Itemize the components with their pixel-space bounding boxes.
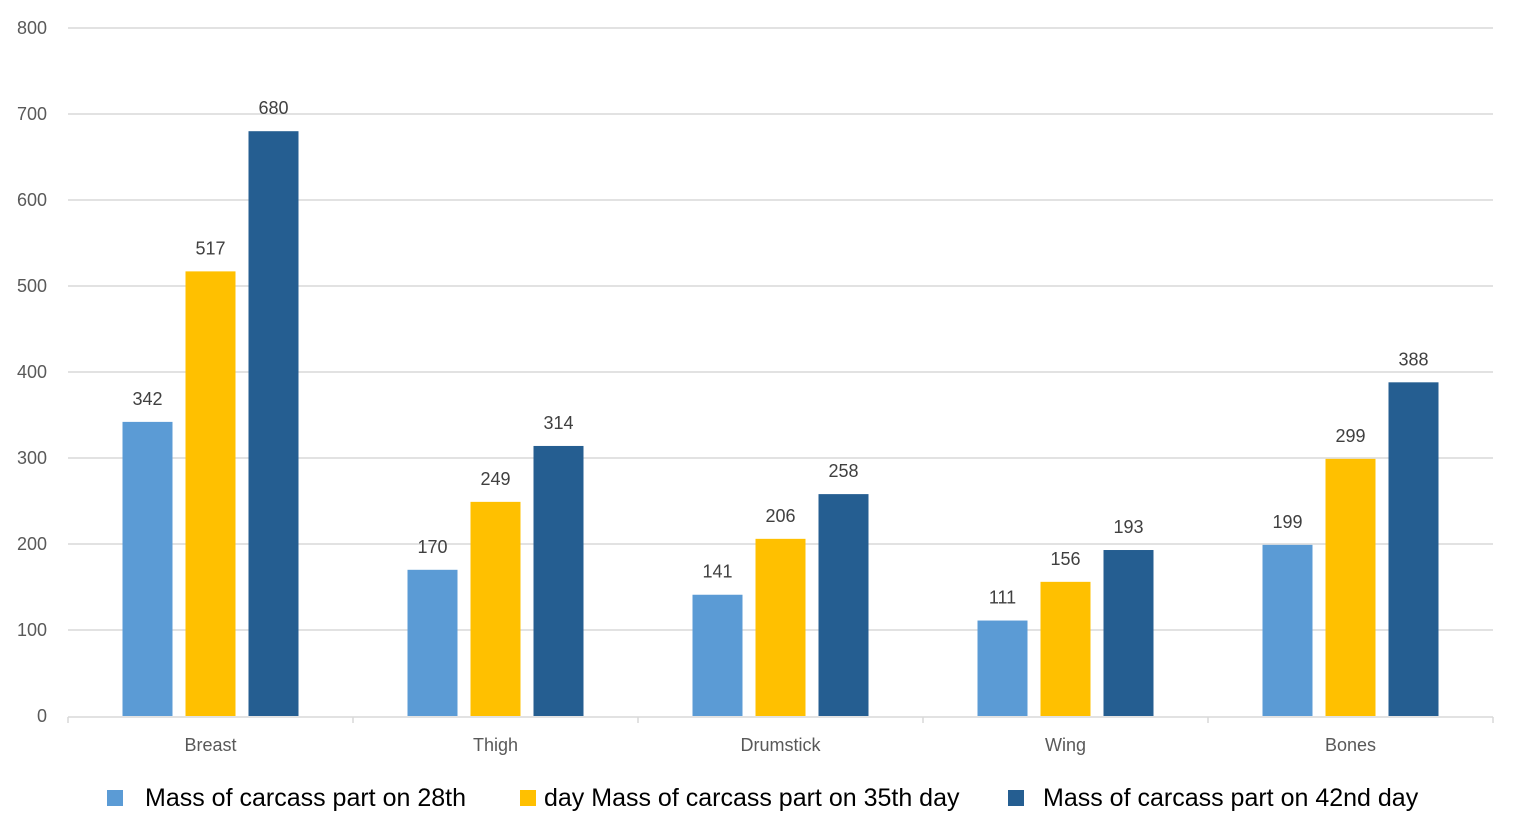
- gridlines: [68, 27, 1493, 631]
- y-tick-label: 0: [37, 706, 47, 726]
- data-label: 258: [828, 461, 858, 481]
- data-label: 141: [702, 562, 732, 582]
- legend-label-35th: day Mass of carcass part on 35th day: [544, 783, 960, 812]
- data-label: 388: [1398, 349, 1428, 369]
- bar-breast-series-3: [248, 131, 299, 716]
- x-axis: [67, 716, 1494, 723]
- category-labels: Breast Thigh Drumstick Wing Bones: [184, 735, 1376, 755]
- y-tick-label: 100: [17, 620, 47, 640]
- y-tick-label: 400: [17, 362, 47, 382]
- legend-label-28th: Mass of carcass part on 28th: [145, 783, 466, 812]
- bar-drumstick-series-3: [818, 494, 869, 716]
- legend-swatch-42nd: [1008, 790, 1024, 806]
- data-label: 249: [480, 469, 510, 489]
- y-tick-label: 800: [17, 18, 47, 38]
- bar-bones-series-1: [1262, 544, 1313, 716]
- bar-wing-series-3: [1103, 550, 1154, 716]
- data-label: 299: [1335, 426, 1365, 446]
- legend-item-28th: Mass of carcass part on 28th: [107, 778, 466, 818]
- legend: Mass of carcass part on 28th day Mass of…: [0, 778, 1522, 818]
- y-axis-ticks: 0 100 200 300 400 500 600 700 800: [17, 18, 47, 726]
- category-label-breast: Breast: [184, 735, 236, 755]
- data-label: 342: [132, 389, 162, 409]
- y-tick-label: 700: [17, 104, 47, 124]
- bar-wing-series-2: [1040, 581, 1091, 716]
- bar-bones-series-2: [1325, 458, 1376, 716]
- bar-bones-series-3: [1388, 382, 1439, 716]
- bar-thigh-series-3: [533, 445, 584, 716]
- bar-thigh-series-1: [407, 569, 458, 716]
- y-tick-label: 500: [17, 276, 47, 296]
- legend-swatch-28th: [107, 790, 123, 806]
- bars: [122, 131, 1439, 716]
- data-label: 314: [543, 413, 573, 433]
- y-tick-label: 200: [17, 534, 47, 554]
- bar-wing-series-1: [977, 620, 1028, 716]
- legend-item-35th: day Mass of carcass part on 35th day: [520, 778, 960, 818]
- category-label-wing: Wing: [1045, 735, 1086, 755]
- data-label: 111: [989, 588, 1016, 608]
- bar-drumstick-series-1: [692, 594, 743, 716]
- legend-item-42nd: Mass of carcass part on 42nd day: [1008, 778, 1418, 818]
- bar-drumstick-series-2: [755, 538, 806, 716]
- legend-label-42nd: Mass of carcass part on 42nd day: [1043, 783, 1419, 812]
- data-label: 199: [1272, 512, 1302, 532]
- data-label: 680: [258, 98, 288, 118]
- bar-breast-series-2: [185, 271, 236, 716]
- data-label: 206: [765, 506, 795, 526]
- category-label-bones: Bones: [1325, 735, 1376, 755]
- legend-swatch-35th: [520, 790, 536, 806]
- data-label: 170: [417, 537, 447, 557]
- category-label-thigh: Thigh: [473, 735, 518, 755]
- y-tick-label: 600: [17, 190, 47, 210]
- data-label: 156: [1050, 549, 1080, 569]
- category-label-drumstick: Drumstick: [741, 735, 822, 755]
- data-label: 193: [1113, 517, 1143, 537]
- bar-thigh-series-2: [470, 501, 521, 716]
- data-label: 517: [195, 238, 225, 258]
- data-labels: 342 517 680 170 249 314 141 206 258 111 156 193 199 2…: [132, 98, 1428, 607]
- y-tick-label: 300: [17, 448, 47, 468]
- bar-breast-series-1: [122, 421, 173, 716]
